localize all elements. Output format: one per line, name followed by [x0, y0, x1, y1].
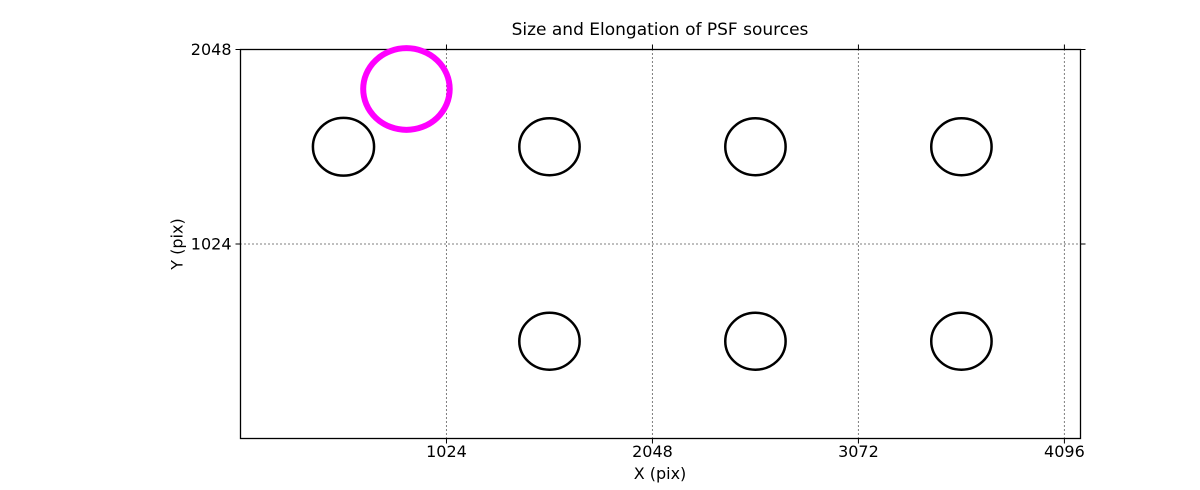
psf-source [929, 117, 993, 177]
x-axis-label: X (pix) [633, 464, 687, 483]
psf-source [518, 117, 581, 177]
chart-title: Size and Elongation of PSF sources [511, 20, 809, 40]
psf-source [724, 311, 787, 371]
psf-source [929, 311, 993, 371]
psf-source-highlighted [360, 45, 453, 133]
psf-source [311, 116, 376, 177]
axes-box [239, 48, 1082, 440]
y-tick-label: 1024 [191, 235, 232, 254]
y-axis-label: Y (pix) [167, 218, 187, 270]
x-tick-label: 2048 [632, 442, 673, 461]
psf-source [518, 311, 581, 371]
x-tick-label: 1024 [426, 442, 467, 461]
y-tick-label: 2048 [191, 40, 232, 59]
x-tick-label: 4096 [1044, 442, 1085, 461]
psf-source [724, 117, 787, 177]
x-tick-label: 3072 [838, 442, 879, 461]
